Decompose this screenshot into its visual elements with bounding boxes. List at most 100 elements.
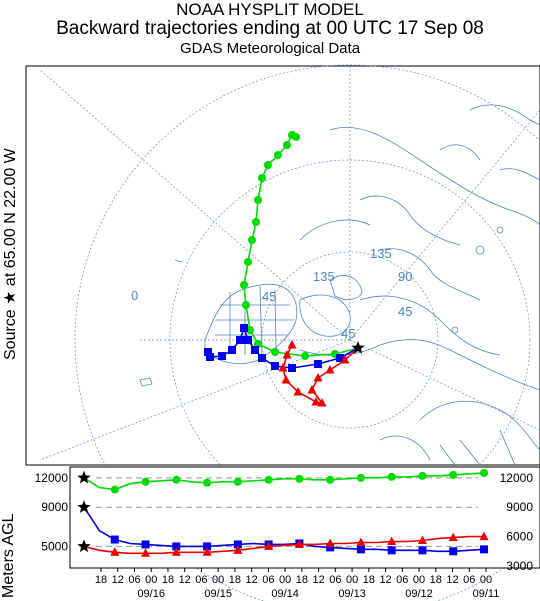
map-trajectory-marker <box>228 346 236 354</box>
map-trajectory-marker <box>336 354 344 362</box>
map-trajectory-marker <box>271 348 279 356</box>
map-trajectory-marker <box>218 352 226 360</box>
height-point <box>479 531 489 541</box>
x-tick-label: 06 <box>396 574 408 586</box>
height-point <box>356 545 365 554</box>
height-gridlines <box>96 477 478 547</box>
map-frame <box>25 65 540 466</box>
height-point <box>141 548 151 557</box>
height-source-star <box>77 500 91 513</box>
x-date-label: 09/11 <box>473 588 500 600</box>
map-trajectory-marker <box>240 324 248 332</box>
height-point <box>233 540 242 549</box>
height-point <box>171 547 181 556</box>
grid-label-135-b: 135 <box>313 269 335 284</box>
map-trajectory-marker <box>236 336 244 344</box>
map-trajectory-marker <box>314 360 322 368</box>
height-point <box>141 540 150 549</box>
height-point <box>233 477 242 486</box>
grid-label-45-c: 45 <box>341 326 355 341</box>
y-right-label: 12000 <box>500 471 534 485</box>
height-point <box>203 542 212 551</box>
x-tick-label: 18 <box>162 574 174 586</box>
height-series-line-0 <box>83 472 485 491</box>
height-point <box>264 541 274 550</box>
height-point <box>356 537 366 546</box>
x-tick-label: 12 <box>446 574 458 586</box>
height-point <box>203 478 212 487</box>
map-trajectory-marker <box>274 151 282 159</box>
y-right-label: 3000 <box>506 559 533 573</box>
height-point <box>418 471 427 480</box>
x-tick-label: 00 <box>212 574 224 586</box>
grid-labels: 0 135 135 90 45 45 45 <box>131 246 412 341</box>
height-point <box>449 470 458 479</box>
x-tick-label: 06 <box>262 574 274 586</box>
height-series <box>77 468 489 557</box>
map-trajectory-marker <box>206 353 214 361</box>
height-point <box>110 535 119 544</box>
x-tick-label: 00 <box>145 574 157 586</box>
height-point <box>417 535 427 545</box>
height-point <box>387 536 397 546</box>
x-date-label: 09/15 <box>204 588 232 600</box>
map-trajectory-marker <box>204 348 212 356</box>
y-right-label: 6000 <box>506 530 533 544</box>
map-trajectory-marker <box>292 133 300 141</box>
map-trajectory-marker <box>282 350 292 359</box>
x-tick-label: 12 <box>179 574 191 586</box>
height-series-line-1 <box>83 506 485 553</box>
map-trajectory-marker <box>254 196 262 204</box>
height-y-right-labels: 12000 9000 6000 3000 <box>500 471 534 573</box>
height-point <box>387 472 396 481</box>
map-trajectory-marker <box>244 336 252 344</box>
height-point <box>326 475 335 484</box>
y-left-label: 5000 <box>41 539 68 553</box>
grid-label-45-a: 45 <box>398 304 412 319</box>
height-point <box>480 545 488 554</box>
coastlines <box>139 104 540 466</box>
height-point <box>387 546 396 555</box>
height-point <box>264 475 273 484</box>
height-point <box>110 547 120 556</box>
x-tick-label: 12 <box>246 574 258 586</box>
map-trajectory-marker <box>293 387 303 396</box>
map-trajectory-marker <box>311 397 321 406</box>
height-point <box>295 474 304 483</box>
height-point <box>480 468 488 477</box>
height-point <box>233 545 243 554</box>
x-tick-label: 12 <box>112 574 124 586</box>
grid-label-90: 90 <box>398 269 412 284</box>
map-trajectory-marker <box>264 161 272 169</box>
height-source-star <box>77 470 91 484</box>
height-point <box>448 532 458 542</box>
grid-label-135-a: 135 <box>370 246 392 261</box>
map-trajectory-marker <box>251 346 259 354</box>
x-date-label: 09/12 <box>405 588 433 600</box>
height-point <box>172 475 181 484</box>
height-source-star <box>77 539 91 553</box>
height-point <box>172 542 181 551</box>
chart-title: NOAA HYSPLIT MODEL <box>176 0 364 19</box>
height-point <box>325 538 335 547</box>
x-tick-label: 18 <box>229 574 241 586</box>
map-trajectory-marker <box>242 301 250 309</box>
map-trajectory-marker <box>287 340 297 349</box>
x-tick-label: 06 <box>128 574 140 586</box>
grid-label-0: 0 <box>131 288 138 303</box>
x-tick-label: 00 <box>346 574 358 586</box>
x-tick-label: 06 <box>195 574 207 586</box>
height-y-left-labels: 12000 9000 5000 <box>35 471 69 554</box>
height-point <box>110 485 119 494</box>
map-trajectory-marker <box>252 218 260 226</box>
x-date-label: 09/14 <box>271 588 299 600</box>
height-point <box>141 477 150 486</box>
x-tick-label: 00 <box>480 574 492 586</box>
y-right-label: 9000 <box>506 500 533 514</box>
x-tick-label: 12 <box>379 574 391 586</box>
x-tick-label: 00 <box>413 574 425 586</box>
x-tick-label: 18 <box>95 574 107 586</box>
map-trajectory-marker <box>240 281 248 289</box>
map-trajectory-marker <box>244 258 252 266</box>
x-date-label: 09/16 <box>137 588 165 600</box>
